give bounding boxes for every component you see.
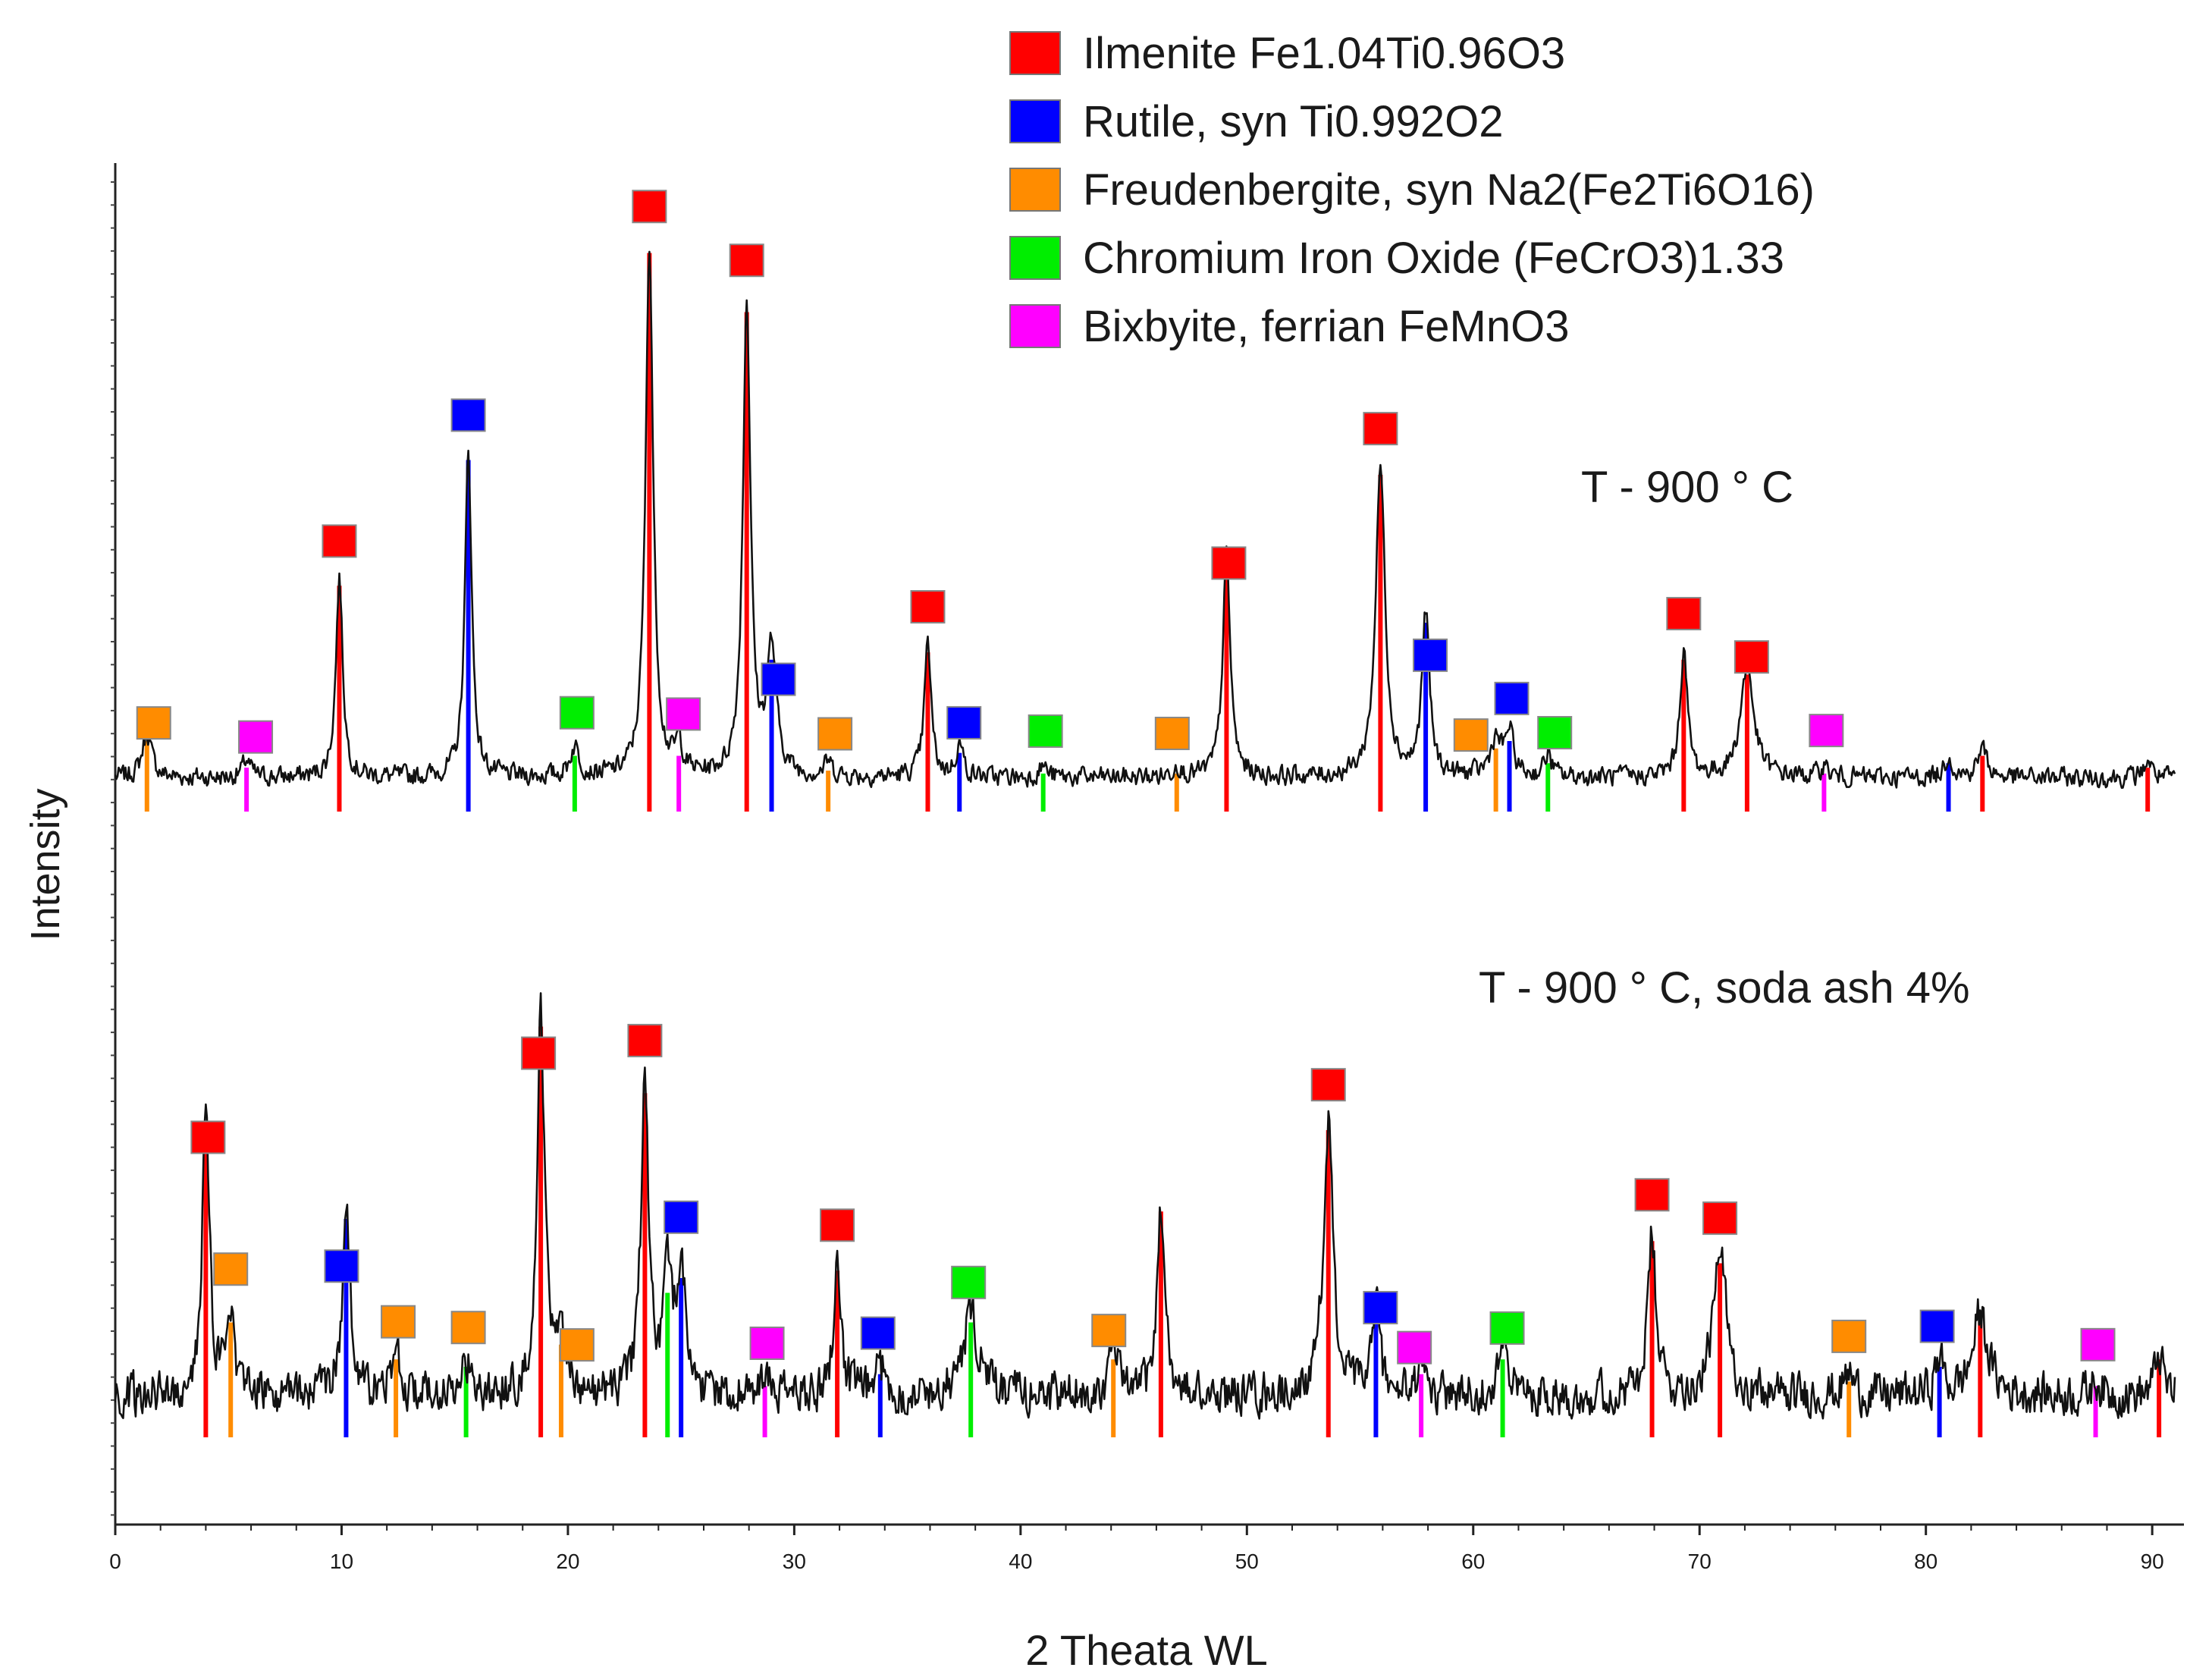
phase-marker-ilmenite <box>322 524 357 558</box>
phase-marker-chromium <box>1028 714 1063 748</box>
phase-marker-ilmenite <box>190 1120 226 1154</box>
legend-swatch-chromium <box>1009 236 1061 280</box>
x-tick-label: 60 <box>1461 1550 1485 1573</box>
legend-label-ilmenite: Ilmenite Fe1.04Ti0.96O3 <box>1083 29 1565 78</box>
phase-marker-rutile <box>324 1249 359 1283</box>
legend-swatch-bixbyite <box>1009 304 1061 348</box>
phase-marker-bixbyite <box>1397 1330 1432 1365</box>
x-tick-label: 90 <box>2141 1550 2164 1573</box>
legend-label-freudenbergite: Freudenbergite, syn Na2(Fe2Ti6O16) <box>1083 165 1815 215</box>
phase-marker-chromium <box>1489 1311 1525 1345</box>
x-tick-label: 30 <box>783 1550 806 1573</box>
x-axis-ticks: 0 10 20 30 40 50 60 70 80 90 <box>109 1525 2164 1573</box>
phase-marker-rutile <box>1413 638 1448 672</box>
phase-marker-ilmenite <box>1634 1178 1670 1212</box>
phase-marker-freudenbergite <box>1154 716 1190 750</box>
phase-marker-freudenbergite <box>381 1305 416 1339</box>
y-axis-label: Intensity <box>23 788 68 941</box>
phase-marker-ilmenite <box>627 1023 663 1057</box>
phase-marker-ilmenite <box>521 1036 557 1070</box>
phase-reference-bars <box>144 253 2162 1437</box>
trace-series-0 <box>114 250 2176 789</box>
legend-label-chromium: Chromium Iron Oxide (FeCrO3)1.33 <box>1083 234 1784 283</box>
phase-marker-freudenbergite <box>1831 1319 1867 1353</box>
phase-marker-ilmenite <box>1211 546 1247 580</box>
phase-marker-rutile <box>450 398 486 432</box>
phase-marker-freudenbergite <box>559 1328 595 1362</box>
phase-marker-rutile <box>1919 1309 1955 1343</box>
phase-marker-bixbyite <box>2080 1327 2116 1361</box>
phase-markers <box>136 190 2116 1365</box>
phase-marker-chromium <box>951 1265 987 1299</box>
phase-marker-freudenbergite <box>817 717 853 751</box>
x-tick-label: 70 <box>1688 1550 1712 1573</box>
y-axis-ticks <box>111 181 115 1516</box>
x-axis-label: 2 Theata WL <box>1025 1626 1268 1673</box>
phase-marker-rutile <box>761 662 796 696</box>
phase-marker-freudenbergite <box>136 706 171 740</box>
phase-marker-rutile <box>664 1200 699 1234</box>
phase-marker-rutile <box>860 1316 896 1350</box>
legend-swatch-ilmenite <box>1009 31 1061 75</box>
x-tick-label: 80 <box>1914 1550 1937 1573</box>
phase-marker-rutile <box>1494 681 1530 715</box>
legend-label-bixbyite: Bixbyite, ferrian FeMnO3 <box>1083 302 1569 351</box>
phase-marker-chromium <box>559 696 595 730</box>
phase-marker-freudenbergite <box>213 1252 249 1286</box>
phase-marker-ilmenite <box>820 1208 855 1242</box>
phase-marker-rutile <box>946 705 982 740</box>
phase-marker-rutile <box>1363 1291 1398 1325</box>
phase-marker-ilmenite <box>1310 1068 1346 1102</box>
phase-marker-chromium <box>1537 715 1573 749</box>
legend-swatch-rutile <box>1009 99 1061 143</box>
trace-series-1 <box>114 992 2176 1420</box>
phase-marker-freudenbergite <box>1453 718 1489 752</box>
phase-marker-ilmenite <box>1702 1201 1738 1236</box>
x-tick-label: 50 <box>1235 1550 1259 1573</box>
phase-marker-bixbyite <box>749 1326 785 1360</box>
diffraction-traces <box>114 250 2176 1420</box>
x-tick-label: 10 <box>330 1550 353 1573</box>
phase-marker-ilmenite <box>910 590 946 624</box>
phase-marker-ilmenite <box>1734 640 1769 674</box>
phase-marker-ilmenite <box>632 190 667 224</box>
phase-marker-freudenbergite <box>1091 1314 1127 1348</box>
phase-marker-bixbyite <box>238 720 274 754</box>
phase-marker-bixbyite <box>666 697 701 731</box>
legend-swatch-freudenbergite <box>1009 168 1061 212</box>
x-tick-label: 0 <box>109 1550 121 1573</box>
phase-marker-ilmenite <box>729 243 764 278</box>
legend-label-rutile: Rutile, syn Ti0.992O2 <box>1083 97 1504 146</box>
series-label-900c: T - 900 ° C <box>1581 463 1793 512</box>
phase-marker-ilmenite <box>1666 597 1702 631</box>
phase-marker-freudenbergite <box>450 1311 486 1345</box>
x-tick-label: 40 <box>1009 1550 1032 1573</box>
series-label-900c-soda-ash: T - 900 ° C, soda ash 4% <box>1479 963 1970 1013</box>
phase-marker-ilmenite <box>1363 412 1398 446</box>
legend: Ilmenite Fe1.04Ti0.96O3 Rutile, syn Ti0.… <box>1009 29 1815 351</box>
x-tick-label: 20 <box>556 1550 579 1573</box>
phase-marker-bixbyite <box>1809 714 1844 748</box>
